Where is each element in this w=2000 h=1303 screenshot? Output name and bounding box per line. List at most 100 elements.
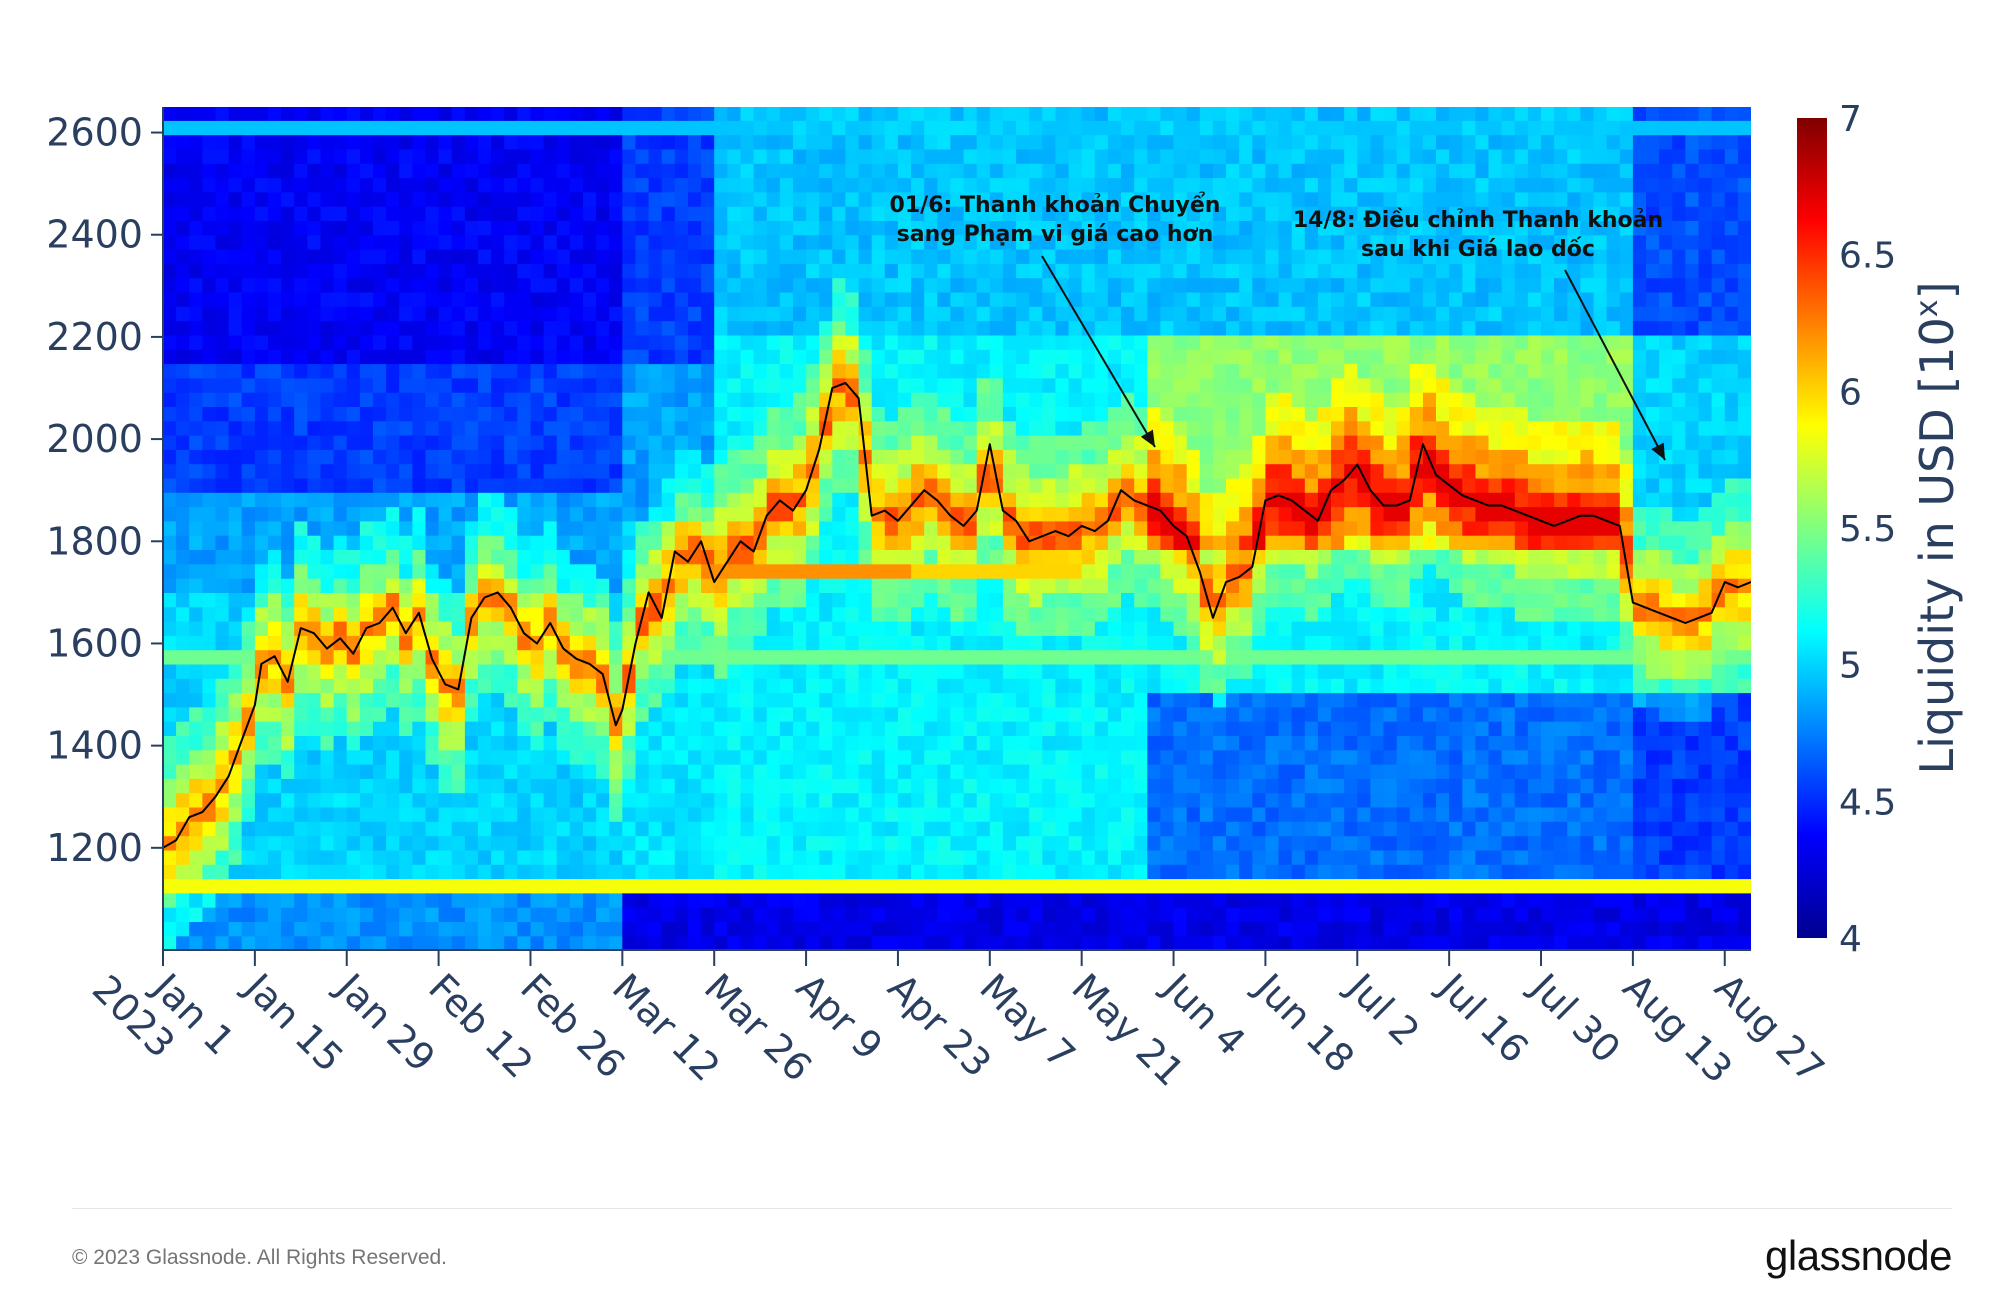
heatmap-cell — [635, 907, 650, 922]
heatmap-cell — [307, 578, 322, 593]
heatmap-cell — [1252, 477, 1266, 493]
heatmap-cell — [1226, 864, 1240, 880]
heatmap-cell — [464, 892, 479, 908]
heatmap-cell — [176, 134, 190, 150]
heatmap-cell — [1029, 649, 1043, 665]
heatmap-cell — [412, 578, 427, 593]
heatmap-cell — [373, 563, 387, 579]
heatmap-cell — [412, 935, 427, 950]
heatmap-cell — [635, 263, 650, 279]
heatmap-cell — [1186, 320, 1201, 336]
heatmap-cell — [1199, 692, 1214, 708]
heatmap-cell — [569, 492, 584, 508]
heatmap-cell — [858, 177, 873, 193]
heatmap-cell — [504, 621, 518, 636]
heatmap-cell — [1107, 191, 1122, 207]
heatmap-cell — [1134, 635, 1148, 651]
heatmap-cell — [1055, 821, 1070, 837]
heatmap-cell — [464, 206, 479, 221]
heatmap-cell — [911, 678, 925, 694]
heatmap-cell — [635, 306, 650, 322]
heatmap-cell — [1081, 849, 1096, 865]
heatmap-cell — [569, 377, 584, 393]
heatmap-cell — [176, 749, 190, 765]
heatmap-cell — [1239, 107, 1253, 121]
heatmap-cell — [753, 721, 768, 736]
heatmap-cell — [451, 649, 466, 665]
heatmap-cell — [294, 921, 308, 937]
heatmap-cell — [281, 320, 295, 336]
heatmap-cell — [307, 420, 322, 436]
heatmap-cell — [228, 849, 243, 865]
heatmap-cell — [596, 420, 610, 436]
heatmap-cell — [1002, 177, 1017, 193]
heatmap-cell — [793, 463, 807, 479]
heatmap-cell — [241, 835, 256, 851]
heatmap-cell — [793, 234, 807, 250]
heatmap-cell — [622, 107, 636, 121]
heatmap-cell — [1094, 220, 1109, 236]
heatmap-cell — [832, 935, 846, 950]
heatmap-cell — [701, 606, 715, 622]
heatmap-cell — [478, 492, 492, 508]
heatmap-cell — [1055, 563, 1070, 579]
heatmap-cell — [425, 907, 440, 922]
heatmap-cell — [543, 291, 558, 307]
heatmap-cell — [346, 107, 361, 121]
heatmap-cell — [1226, 806, 1240, 822]
heatmap-cell — [517, 477, 531, 493]
heatmap-cell — [1068, 535, 1083, 550]
heatmap-cell — [412, 349, 427, 365]
heatmap-cell — [884, 735, 899, 751]
heatmap-cell — [438, 792, 453, 808]
heatmap-cell — [1094, 277, 1109, 293]
heatmap-cell — [1094, 506, 1109, 522]
heatmap-cell — [202, 721, 217, 736]
heatmap-cell — [779, 764, 794, 779]
heatmap-cell — [504, 406, 518, 422]
heatmap-cell — [1160, 107, 1175, 121]
heatmap-cell — [294, 134, 308, 150]
heatmap-cell — [766, 148, 781, 164]
heatmap-cell — [543, 649, 558, 665]
heatmap-cell — [228, 835, 243, 851]
heatmap-cell — [845, 535, 860, 550]
heatmap-cell — [1160, 878, 1175, 894]
heatmap-cell — [1173, 764, 1188, 779]
heatmap-cell — [1121, 864, 1135, 880]
heatmap-cell — [517, 320, 531, 336]
heatmap-cell — [254, 263, 269, 279]
heatmap-cell — [779, 864, 794, 880]
heatmap-cell — [491, 821, 505, 837]
heatmap-cell — [609, 349, 623, 365]
heatmap-cell — [819, 878, 833, 894]
heatmap-cell — [1186, 764, 1201, 779]
heatmap-cell — [359, 520, 374, 536]
heatmap-cell — [294, 492, 308, 508]
heatmap-cell — [504, 449, 518, 465]
heatmap-cell — [1042, 778, 1056, 794]
heatmap-cell — [1002, 277, 1017, 293]
heatmap-cell — [491, 420, 505, 436]
heatmap-cell — [622, 306, 636, 322]
heatmap-cell — [530, 606, 545, 622]
heatmap-cell — [307, 277, 322, 293]
heatmap-cell — [793, 935, 807, 950]
heatmap-cell — [359, 778, 374, 794]
heatmap-cell — [884, 306, 899, 322]
heatmap-cell — [1042, 935, 1056, 950]
heatmap-cell — [583, 263, 597, 279]
heatmap-cell — [228, 506, 243, 522]
heatmap-cell — [635, 692, 650, 708]
heatmap-cell — [215, 506, 230, 522]
heatmap-cell — [517, 549, 531, 565]
heatmap-cell — [202, 449, 217, 465]
heatmap-cell — [609, 735, 623, 751]
heatmap-cell — [1239, 692, 1253, 708]
heatmap-cell — [766, 563, 781, 579]
heatmap-cell — [412, 363, 427, 379]
heatmap-cell — [1186, 706, 1201, 722]
heatmap-cell — [176, 721, 190, 736]
heatmap-cell — [989, 806, 1004, 822]
heatmap-cell — [464, 220, 479, 236]
